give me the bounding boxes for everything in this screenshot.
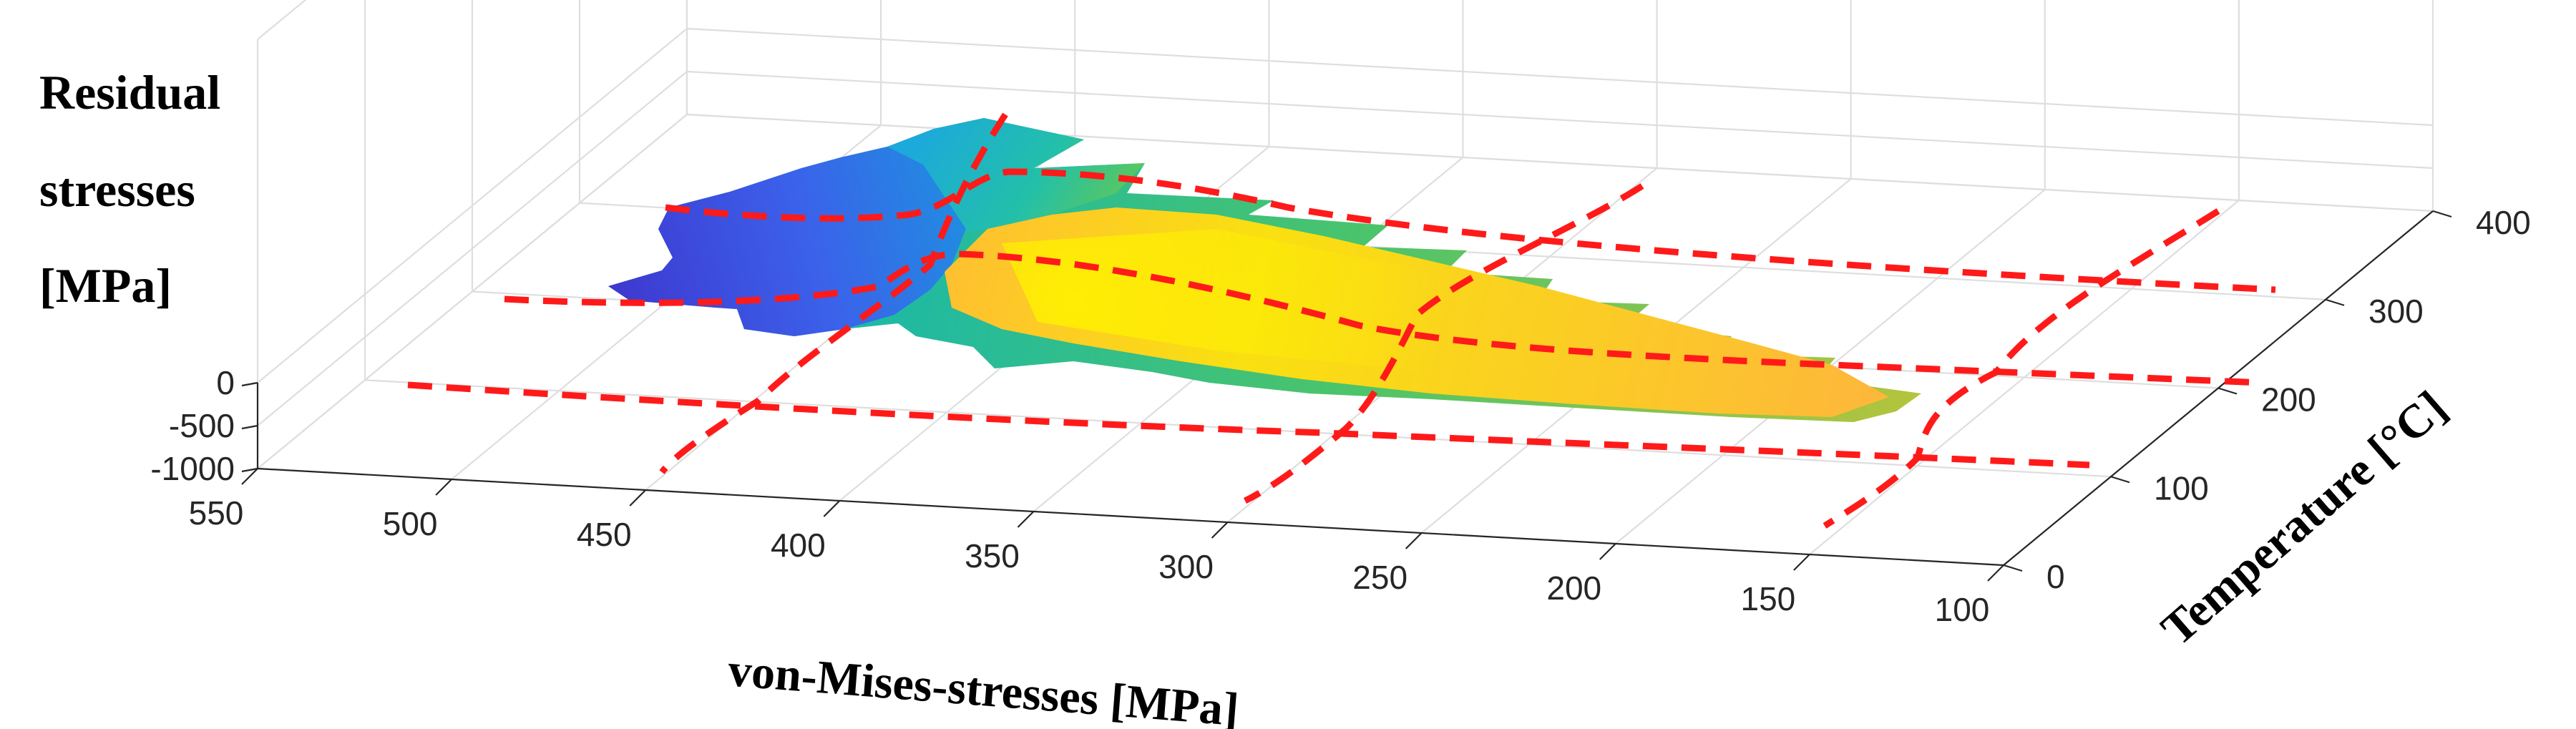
x-tick-label: 250	[1352, 559, 1407, 596]
x-tick-mark	[1600, 544, 1616, 559]
x-tick-mark	[436, 479, 452, 495]
y-tick-label: 0	[2046, 558, 2065, 595]
x-tick-mark	[824, 501, 839, 517]
x-tick-mark	[630, 490, 645, 506]
z-tick-label: -1000	[150, 450, 235, 487]
z-tick-mark	[242, 426, 258, 429]
x-tick-label: 200	[1546, 569, 1601, 607]
y-tick-label: 100	[2154, 469, 2209, 507]
contour-lines	[408, 114, 2275, 526]
surface-chart: 550 500 450 400 350 300 250 200 150 100 0 100 200 300…	[0, 0, 2576, 729]
x-tick-label: 400	[771, 527, 826, 564]
y-tick-mark	[2111, 476, 2129, 482]
x-tick-label: 450	[577, 516, 632, 553]
x-tick-label: 300	[1158, 548, 1214, 585]
y-tick-label: 200	[2261, 381, 2316, 419]
box-top-edge	[258, 0, 2433, 39]
x-tick-mark	[1406, 533, 1422, 549]
x-axis-title: von-Mises-stresses [MPa]	[726, 644, 1241, 729]
y-tick-mark	[2004, 565, 2022, 571]
x-axis-line	[258, 469, 2004, 565]
y-tick-mark	[2218, 388, 2237, 394]
z-tick-label: 0	[216, 364, 235, 401]
x-tick-mark	[1018, 512, 1033, 527]
z-axis-title: Residual stresses [MPa]	[39, 65, 220, 313]
z-axis-title-line-3: [MPa]	[39, 258, 172, 313]
z-tick-label: -500	[169, 407, 235, 444]
y-tick-label: 400	[2476, 204, 2531, 241]
x-tick-label: 350	[965, 537, 1020, 574]
x-tick-label: 100	[1935, 591, 1990, 628]
surface	[608, 118, 1921, 422]
x-tick-label: 500	[383, 505, 438, 542]
y-axis-title: Temperature [°C]	[2152, 381, 2457, 655]
z-axis-title-line-2: stresses	[39, 162, 195, 217]
y-tick-mark	[2326, 300, 2344, 305]
x-tick-label: 150	[1741, 580, 1796, 617]
x-tick-label: 550	[189, 494, 244, 532]
x-tick-mark	[1212, 522, 1228, 538]
x-tick-mark	[1794, 554, 1810, 570]
y-tick-label: 300	[2368, 293, 2424, 330]
z-axis-title-line-1: Residual	[39, 65, 220, 119]
x-tick-mark	[1988, 565, 2004, 581]
y-tick-mark	[2433, 211, 2451, 217]
z-tick-mark	[242, 383, 258, 386]
